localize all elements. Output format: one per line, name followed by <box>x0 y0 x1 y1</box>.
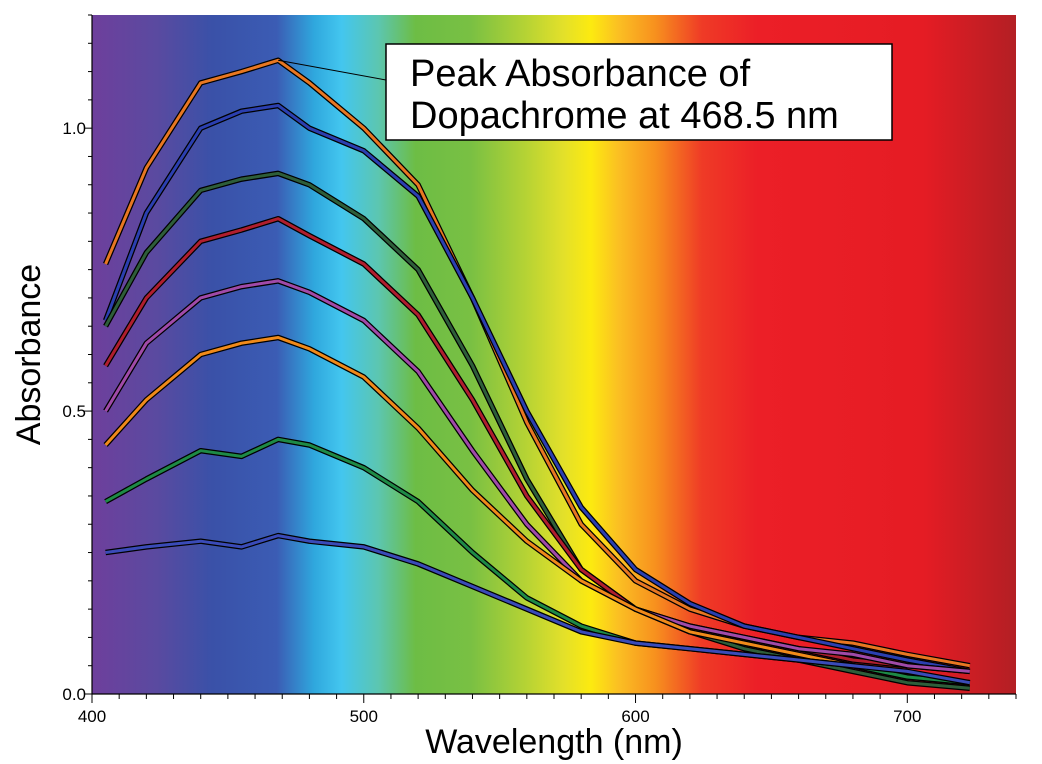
annotation-text-line-2: Dopachrome at 468.5 nm <box>410 95 839 137</box>
annotation-leader-line <box>278 59 387 81</box>
series-layer <box>103 57 971 692</box>
annotation-box <box>385 43 893 141</box>
series-line-2 <box>104 104 971 673</box>
annotation-text-line-1: Peak Absorbance of <box>410 53 751 95</box>
x-tick-label: 400 <box>78 707 106 726</box>
y-axis-title: Absorbance <box>10 264 48 445</box>
y-tick-label: 0.0 <box>62 685 86 704</box>
y-tick-label: 0.5 <box>62 402 86 421</box>
axes: 0.0 0.5 1.0 400 500 600 700 <box>62 14 1017 726</box>
x-tick-label: 600 <box>621 707 649 726</box>
peak-annotation: Peak Absorbance of Dopachrome at 468.5 n… <box>278 43 893 141</box>
x-axis-title: Wavelength (nm) <box>425 723 683 761</box>
y-tick-label: 1.0 <box>62 119 86 138</box>
series-line-8 <box>105 534 971 685</box>
series-line-5 <box>104 279 970 673</box>
series-line-6 <box>104 336 970 685</box>
x-tick-label: 500 <box>350 707 378 726</box>
x-tick-label: 700 <box>893 707 921 726</box>
